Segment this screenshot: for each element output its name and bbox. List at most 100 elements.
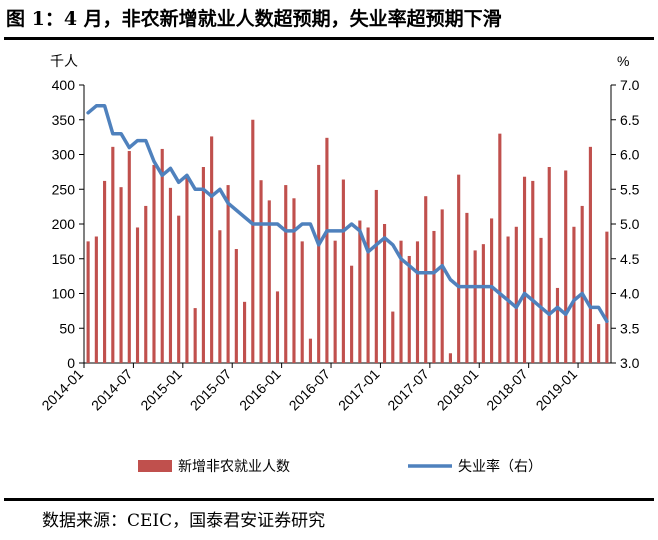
bar bbox=[539, 237, 543, 363]
x-tick-label: 2016-07 bbox=[286, 366, 334, 414]
x-tick-label: 2016-01 bbox=[236, 366, 284, 414]
bar bbox=[210, 136, 214, 363]
bar bbox=[580, 205, 584, 363]
bar bbox=[308, 338, 313, 363]
bar bbox=[177, 215, 181, 363]
bar bbox=[333, 240, 337, 363]
bar bbox=[597, 324, 601, 363]
bar bbox=[317, 164, 321, 363]
unemployment-line bbox=[86, 104, 609, 324]
left-tick-label: 400 bbox=[52, 77, 76, 93]
chart-title: 图 1：4 月，非农新增就业人数超预期，失业率超预期下滑 bbox=[6, 8, 502, 30]
bar bbox=[168, 187, 173, 363]
x-tick-label: 2015-01 bbox=[137, 366, 185, 414]
bar bbox=[374, 189, 378, 363]
bar bbox=[350, 265, 354, 363]
bar bbox=[481, 244, 485, 363]
bar bbox=[119, 187, 123, 363]
bar bbox=[135, 227, 140, 363]
right-tick-label: 4.5 bbox=[620, 251, 640, 267]
left-tick-label: 100 bbox=[52, 286, 76, 302]
bar bbox=[358, 220, 362, 363]
left-tick-label: 50 bbox=[59, 320, 75, 336]
right-tick-label: 4.0 bbox=[620, 286, 640, 302]
bar bbox=[448, 353, 452, 363]
bar bbox=[588, 146, 592, 363]
bar bbox=[457, 174, 461, 363]
right-axis-unit: % bbox=[617, 53, 629, 69]
bar bbox=[300, 241, 304, 363]
bar bbox=[547, 167, 551, 363]
left-tick-label: 0 bbox=[67, 355, 75, 371]
bar bbox=[111, 146, 115, 363]
bar bbox=[440, 209, 444, 363]
bar bbox=[399, 240, 403, 363]
x-tick-label: 2017-01 bbox=[335, 366, 383, 414]
left-tick-label: 300 bbox=[52, 147, 76, 163]
bar bbox=[292, 198, 296, 363]
x-tick-label: 2014-07 bbox=[88, 366, 136, 414]
legend-bar-swatch bbox=[138, 460, 172, 472]
bar bbox=[473, 250, 477, 363]
right-tick-label: 5.5 bbox=[620, 181, 640, 197]
bar bbox=[259, 180, 263, 363]
bar bbox=[284, 185, 288, 363]
bar bbox=[275, 291, 280, 363]
right-tick-label: 7.0 bbox=[620, 77, 640, 93]
bar bbox=[144, 205, 148, 363]
chart: 千人 % 0 50 100 150 200 250 300 350 400 3.0 3.5 4.0 4.5 5… bbox=[38, 53, 640, 475]
x-tick-label: 2017-07 bbox=[384, 366, 432, 414]
top-rule bbox=[4, 37, 654, 40]
bar bbox=[251, 119, 255, 363]
bar bbox=[572, 226, 576, 363]
bar bbox=[382, 224, 387, 363]
right-tick-label: 6.5 bbox=[620, 112, 640, 128]
bar bbox=[391, 311, 395, 363]
bar bbox=[152, 164, 156, 363]
bar bbox=[490, 218, 494, 363]
bar bbox=[432, 230, 436, 363]
bottom-rule bbox=[4, 498, 654, 501]
bar bbox=[201, 167, 205, 363]
legend-bar-label: 新增非农就业人数 bbox=[178, 459, 290, 475]
bar bbox=[103, 180, 107, 363]
bar bbox=[514, 226, 518, 363]
left-axis-unit: 千人 bbox=[50, 53, 78, 69]
x-tick-label: 2015-07 bbox=[187, 366, 235, 414]
right-tick-label: 5.0 bbox=[620, 216, 640, 232]
bar bbox=[564, 170, 568, 363]
bar-series bbox=[86, 119, 609, 363]
bar bbox=[407, 255, 411, 363]
left-tick-label: 200 bbox=[52, 216, 76, 232]
bar bbox=[498, 133, 502, 363]
bar bbox=[325, 137, 329, 363]
right-tick-label: 3.5 bbox=[620, 320, 640, 336]
bar bbox=[86, 241, 90, 363]
bar bbox=[415, 241, 420, 363]
source-note: 数据来源：CEIC，国泰君安证券研究 bbox=[42, 511, 326, 531]
bar bbox=[366, 227, 370, 363]
right-tick-label: 6.0 bbox=[620, 147, 640, 163]
bar bbox=[226, 185, 230, 363]
bar bbox=[522, 176, 527, 363]
bar bbox=[555, 287, 560, 363]
bar bbox=[234, 249, 238, 363]
bar bbox=[424, 196, 428, 363]
left-tick-label: 350 bbox=[52, 112, 76, 128]
bar bbox=[218, 230, 222, 363]
bar bbox=[605, 231, 609, 363]
bar bbox=[341, 179, 345, 363]
bar bbox=[267, 200, 271, 363]
x-tick-label: 2018-01 bbox=[434, 366, 482, 414]
bar bbox=[193, 308, 197, 363]
bar bbox=[185, 177, 189, 363]
line-series bbox=[86, 104, 609, 324]
left-tick-label: 250 bbox=[52, 181, 76, 197]
left-tick-label: 150 bbox=[52, 251, 76, 267]
bar bbox=[94, 236, 98, 363]
bar bbox=[243, 301, 247, 363]
legend: 新增非农就业人数 失业率（右） bbox=[138, 458, 542, 475]
x-tick-label: 2018-07 bbox=[483, 366, 531, 414]
bar bbox=[531, 180, 535, 363]
bar bbox=[160, 148, 164, 363]
